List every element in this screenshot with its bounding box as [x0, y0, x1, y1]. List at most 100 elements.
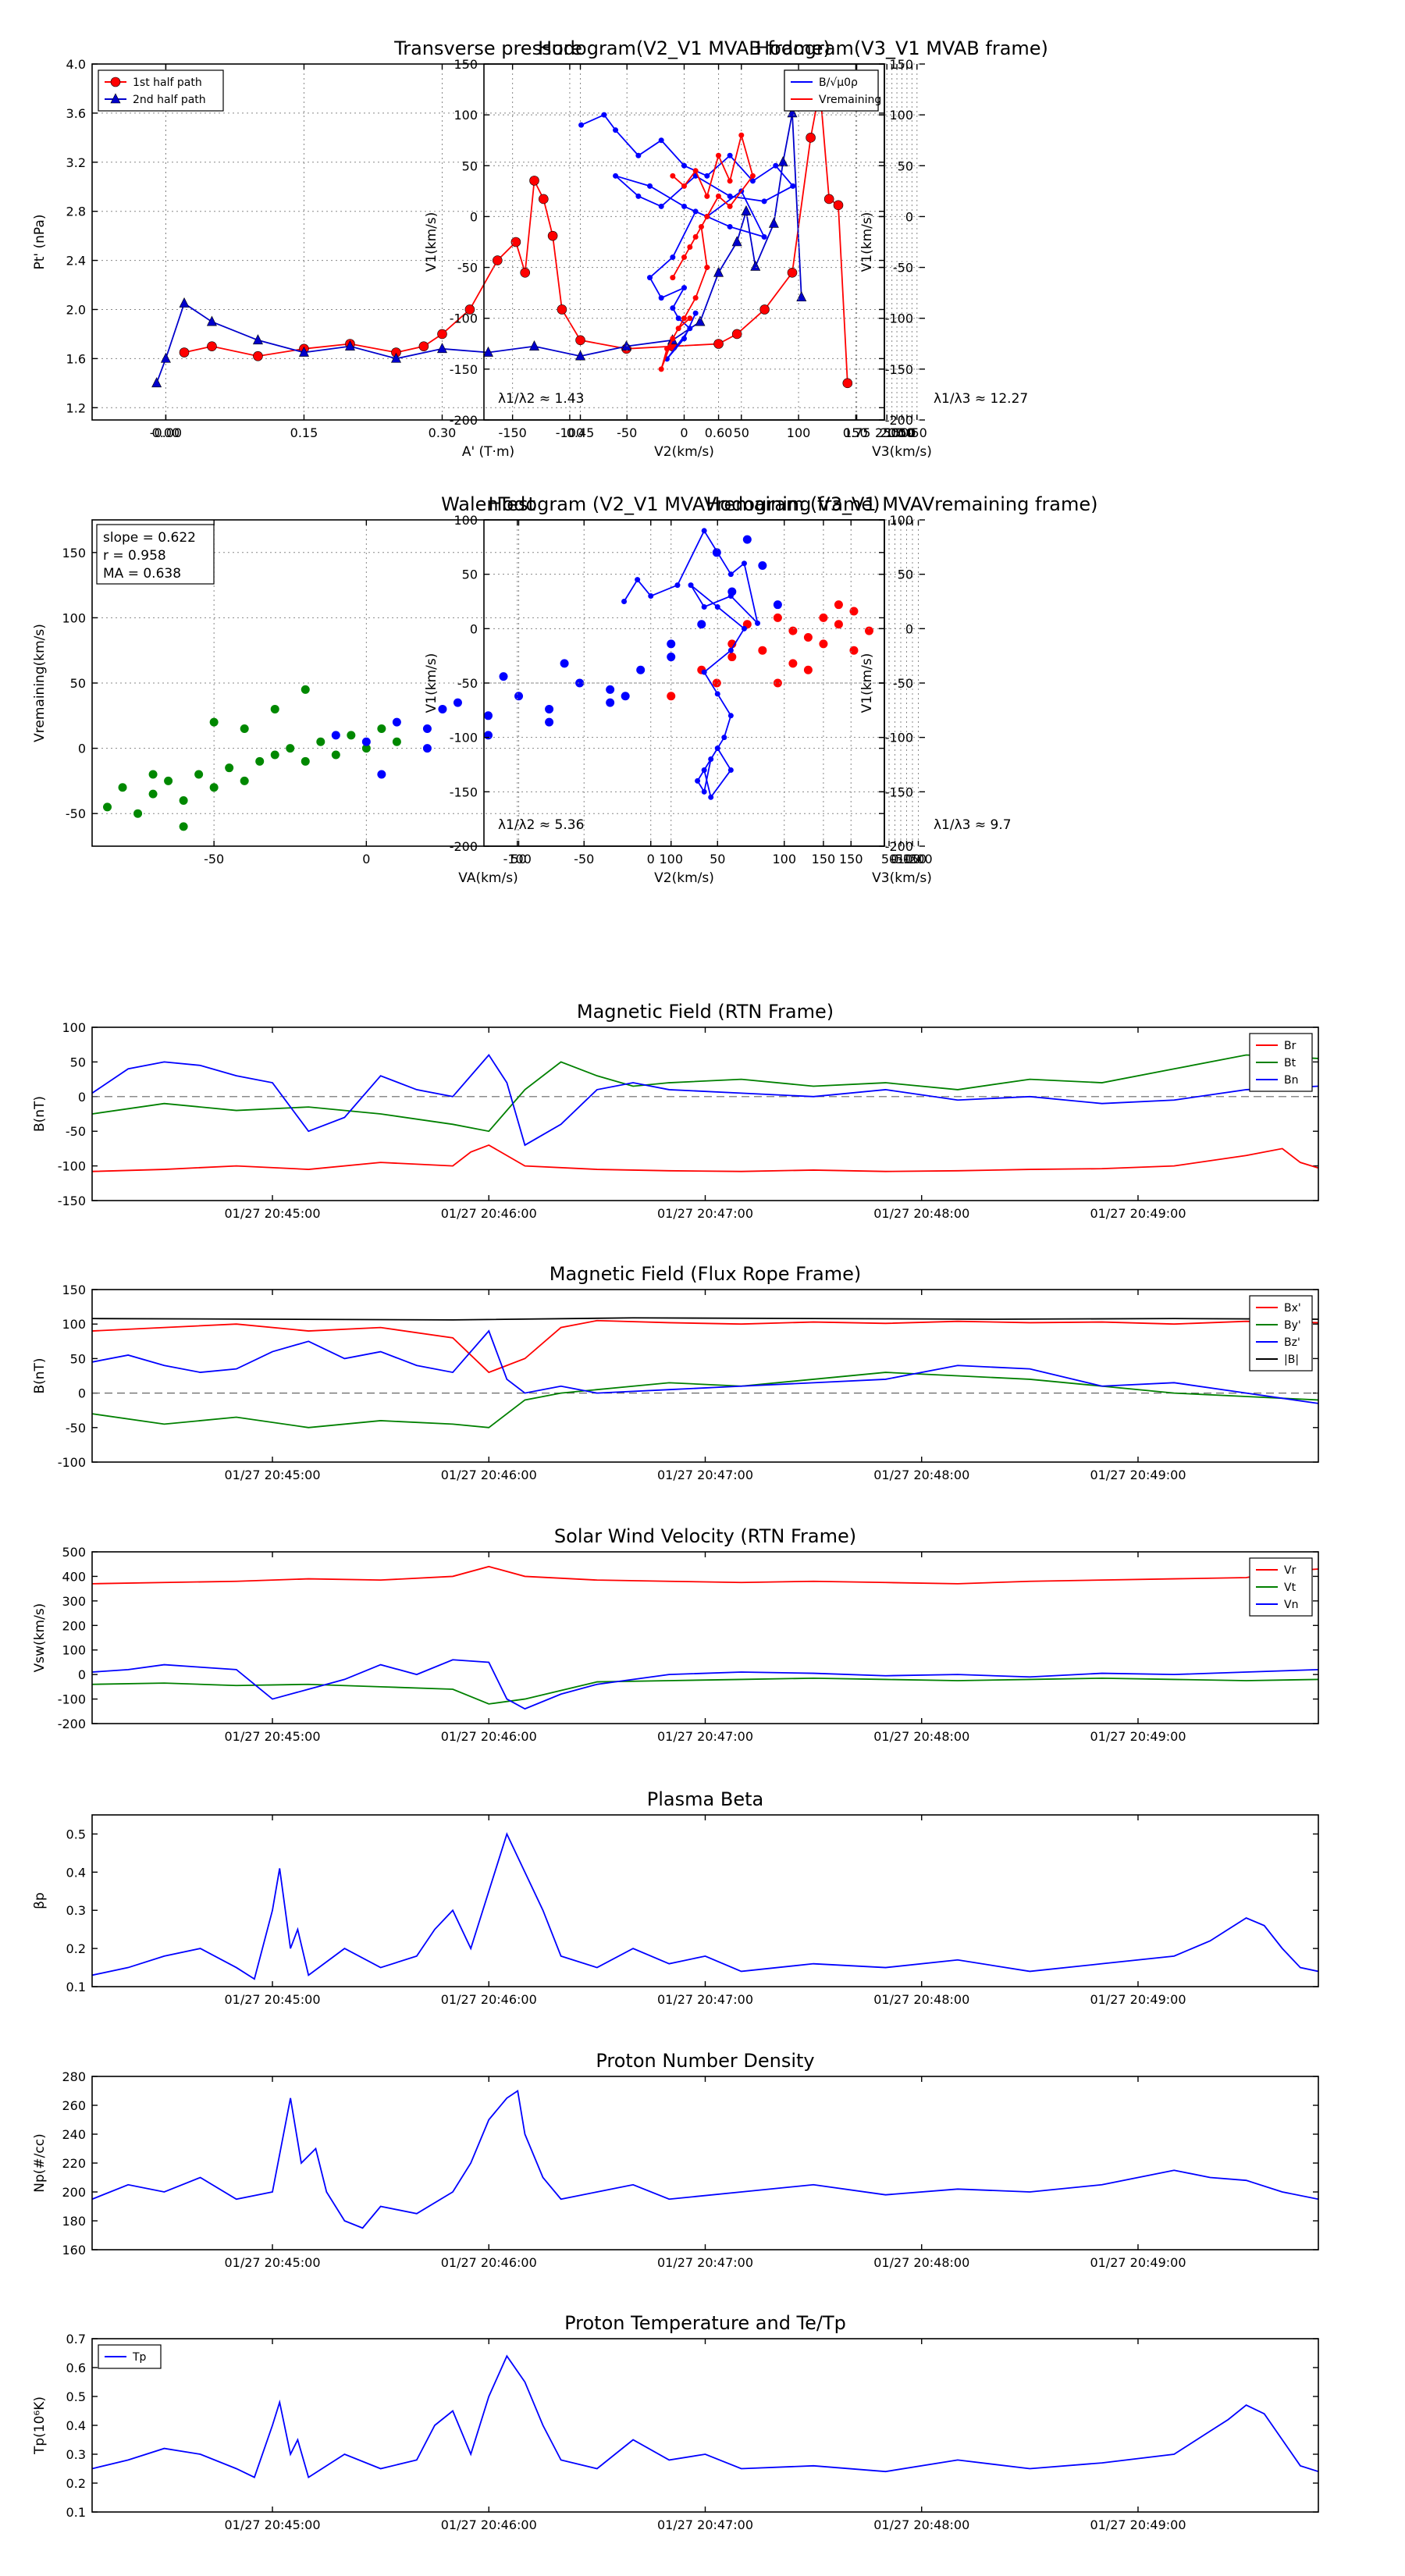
data-point [803, 632, 813, 642]
legend-label: B/√μ0ρ [819, 76, 858, 89]
series-line-1 [92, 2354, 1318, 2479]
data-point [164, 776, 173, 785]
plot-area [92, 1054, 1318, 1172]
data-point [701, 767, 707, 773]
series-line-4 [92, 1317, 1318, 1321]
y-tick-label: 200 [62, 1618, 86, 1633]
data-point [692, 168, 699, 174]
x-axis-label: A' (T·m) [462, 444, 514, 460]
data-point [701, 669, 707, 675]
data-point [692, 208, 699, 215]
data-point [390, 352, 401, 363]
data-point [788, 626, 798, 635]
data-point [900, 244, 905, 250]
x-tick-label: 01/27 20:48:00 [873, 1729, 969, 1744]
x-tick-label: 01/27 20:45:00 [224, 1468, 320, 1482]
x-tick-label: 01/27 20:46:00 [441, 1992, 537, 2007]
data-point [621, 340, 632, 350]
data-point [664, 346, 670, 352]
chart-panel-6: Hodogram (V3_V1 MVAVremaining frame) -200… [706, 493, 1097, 886]
chart-title: WalenTest [441, 493, 535, 515]
plot-frame [483, 519, 885, 847]
data-point [773, 600, 782, 610]
y-tick-label: 240 [62, 2127, 86, 2142]
y-axis-label: V1(km/s) [859, 653, 875, 713]
data-point [681, 183, 687, 189]
series-line-3 [92, 1329, 1318, 1404]
data-point [796, 291, 807, 302]
data-point [347, 731, 356, 740]
data-point [902, 724, 907, 729]
data-point [713, 339, 724, 349]
x-tick-label: 50 [710, 852, 725, 866]
x-tick-label: 01/27 20:49:00 [1090, 1206, 1186, 1221]
data-point [438, 704, 447, 713]
series-line-2 [92, 1677, 1318, 1705]
x-tick-label: 01/27 20:49:00 [1090, 1992, 1186, 2007]
data-point [252, 334, 263, 345]
y-tick-label: 180 [62, 2214, 86, 2229]
legend-label: 2nd half path [133, 94, 206, 106]
y-tick-label: 0 [78, 1667, 86, 1682]
data-point [578, 122, 585, 128]
data-point [895, 143, 901, 148]
x-tick-label: -150 [898, 852, 927, 866]
data-point [621, 692, 630, 701]
data-point [484, 731, 493, 740]
x-tick-label: -150 [498, 425, 526, 440]
x-tick-label: 01/27 20:46:00 [441, 1729, 537, 1744]
data-point [575, 335, 585, 346]
plot-area [92, 1831, 1318, 1980]
data-point [902, 143, 908, 148]
data-point [658, 137, 664, 144]
y-tick-label: 300 [62, 1594, 86, 1609]
data-point [701, 528, 707, 534]
y-tick-label: 100 [62, 1643, 86, 1658]
x-axis-label: V2(km/s) [654, 870, 714, 886]
data-point [270, 704, 279, 713]
data-point [240, 724, 249, 734]
data-point [635, 152, 642, 158]
data-point [899, 204, 905, 209]
data-point [902, 593, 907, 599]
chart-panel-8: Magnetic Field (Flux Rope Frame) 01/27 20… [32, 1263, 1319, 1482]
x-tick-label: -50 [891, 852, 911, 866]
data-point [499, 672, 508, 681]
data-point [422, 724, 432, 734]
data-point [667, 639, 676, 649]
y-tick-label: 150 [454, 57, 478, 72]
data-point [895, 290, 901, 296]
x-tick-label: 01/27 20:48:00 [873, 1468, 969, 1482]
plot-area [92, 2354, 1318, 2479]
data-point [658, 366, 664, 372]
data-point [727, 713, 734, 719]
y-tick-label: 260 [62, 2098, 86, 2113]
stats-text: r = 0.958 [103, 548, 166, 564]
eigenvalue-ratio: λ1/λ3 ≈ 12.27 [934, 391, 1028, 407]
legend-marker [110, 93, 121, 104]
y-tick-label: -100 [450, 311, 478, 326]
data-point [750, 260, 761, 271]
data-point [712, 678, 721, 688]
data-point [715, 152, 721, 158]
y-tick-label: -150 [58, 1194, 86, 1208]
y-tick-label: -100 [58, 1692, 86, 1707]
y-tick-label: 500 [62, 1545, 86, 1560]
data-point [704, 265, 710, 271]
y-tick-label: 0.5 [66, 2389, 86, 2404]
data-point [545, 704, 554, 713]
y-axis-label: B(nT) [32, 1357, 48, 1393]
legend-label: 1st half path [133, 76, 202, 89]
y-tick-label: 100 [62, 610, 86, 625]
y-tick-label: 2.4 [66, 254, 86, 269]
y-tick-label: 100 [62, 1020, 86, 1035]
x-tick-label: 01/27 20:48:00 [873, 1992, 969, 2007]
y-axis-label: V1(km/s) [424, 653, 439, 713]
y-axis-label: Tp(10⁶K) [32, 2396, 48, 2455]
data-point [601, 112, 607, 118]
data-point [896, 295, 902, 301]
data-point [557, 304, 567, 315]
series-line-1 [581, 114, 795, 360]
y-tick-label: 50 [70, 676, 86, 691]
